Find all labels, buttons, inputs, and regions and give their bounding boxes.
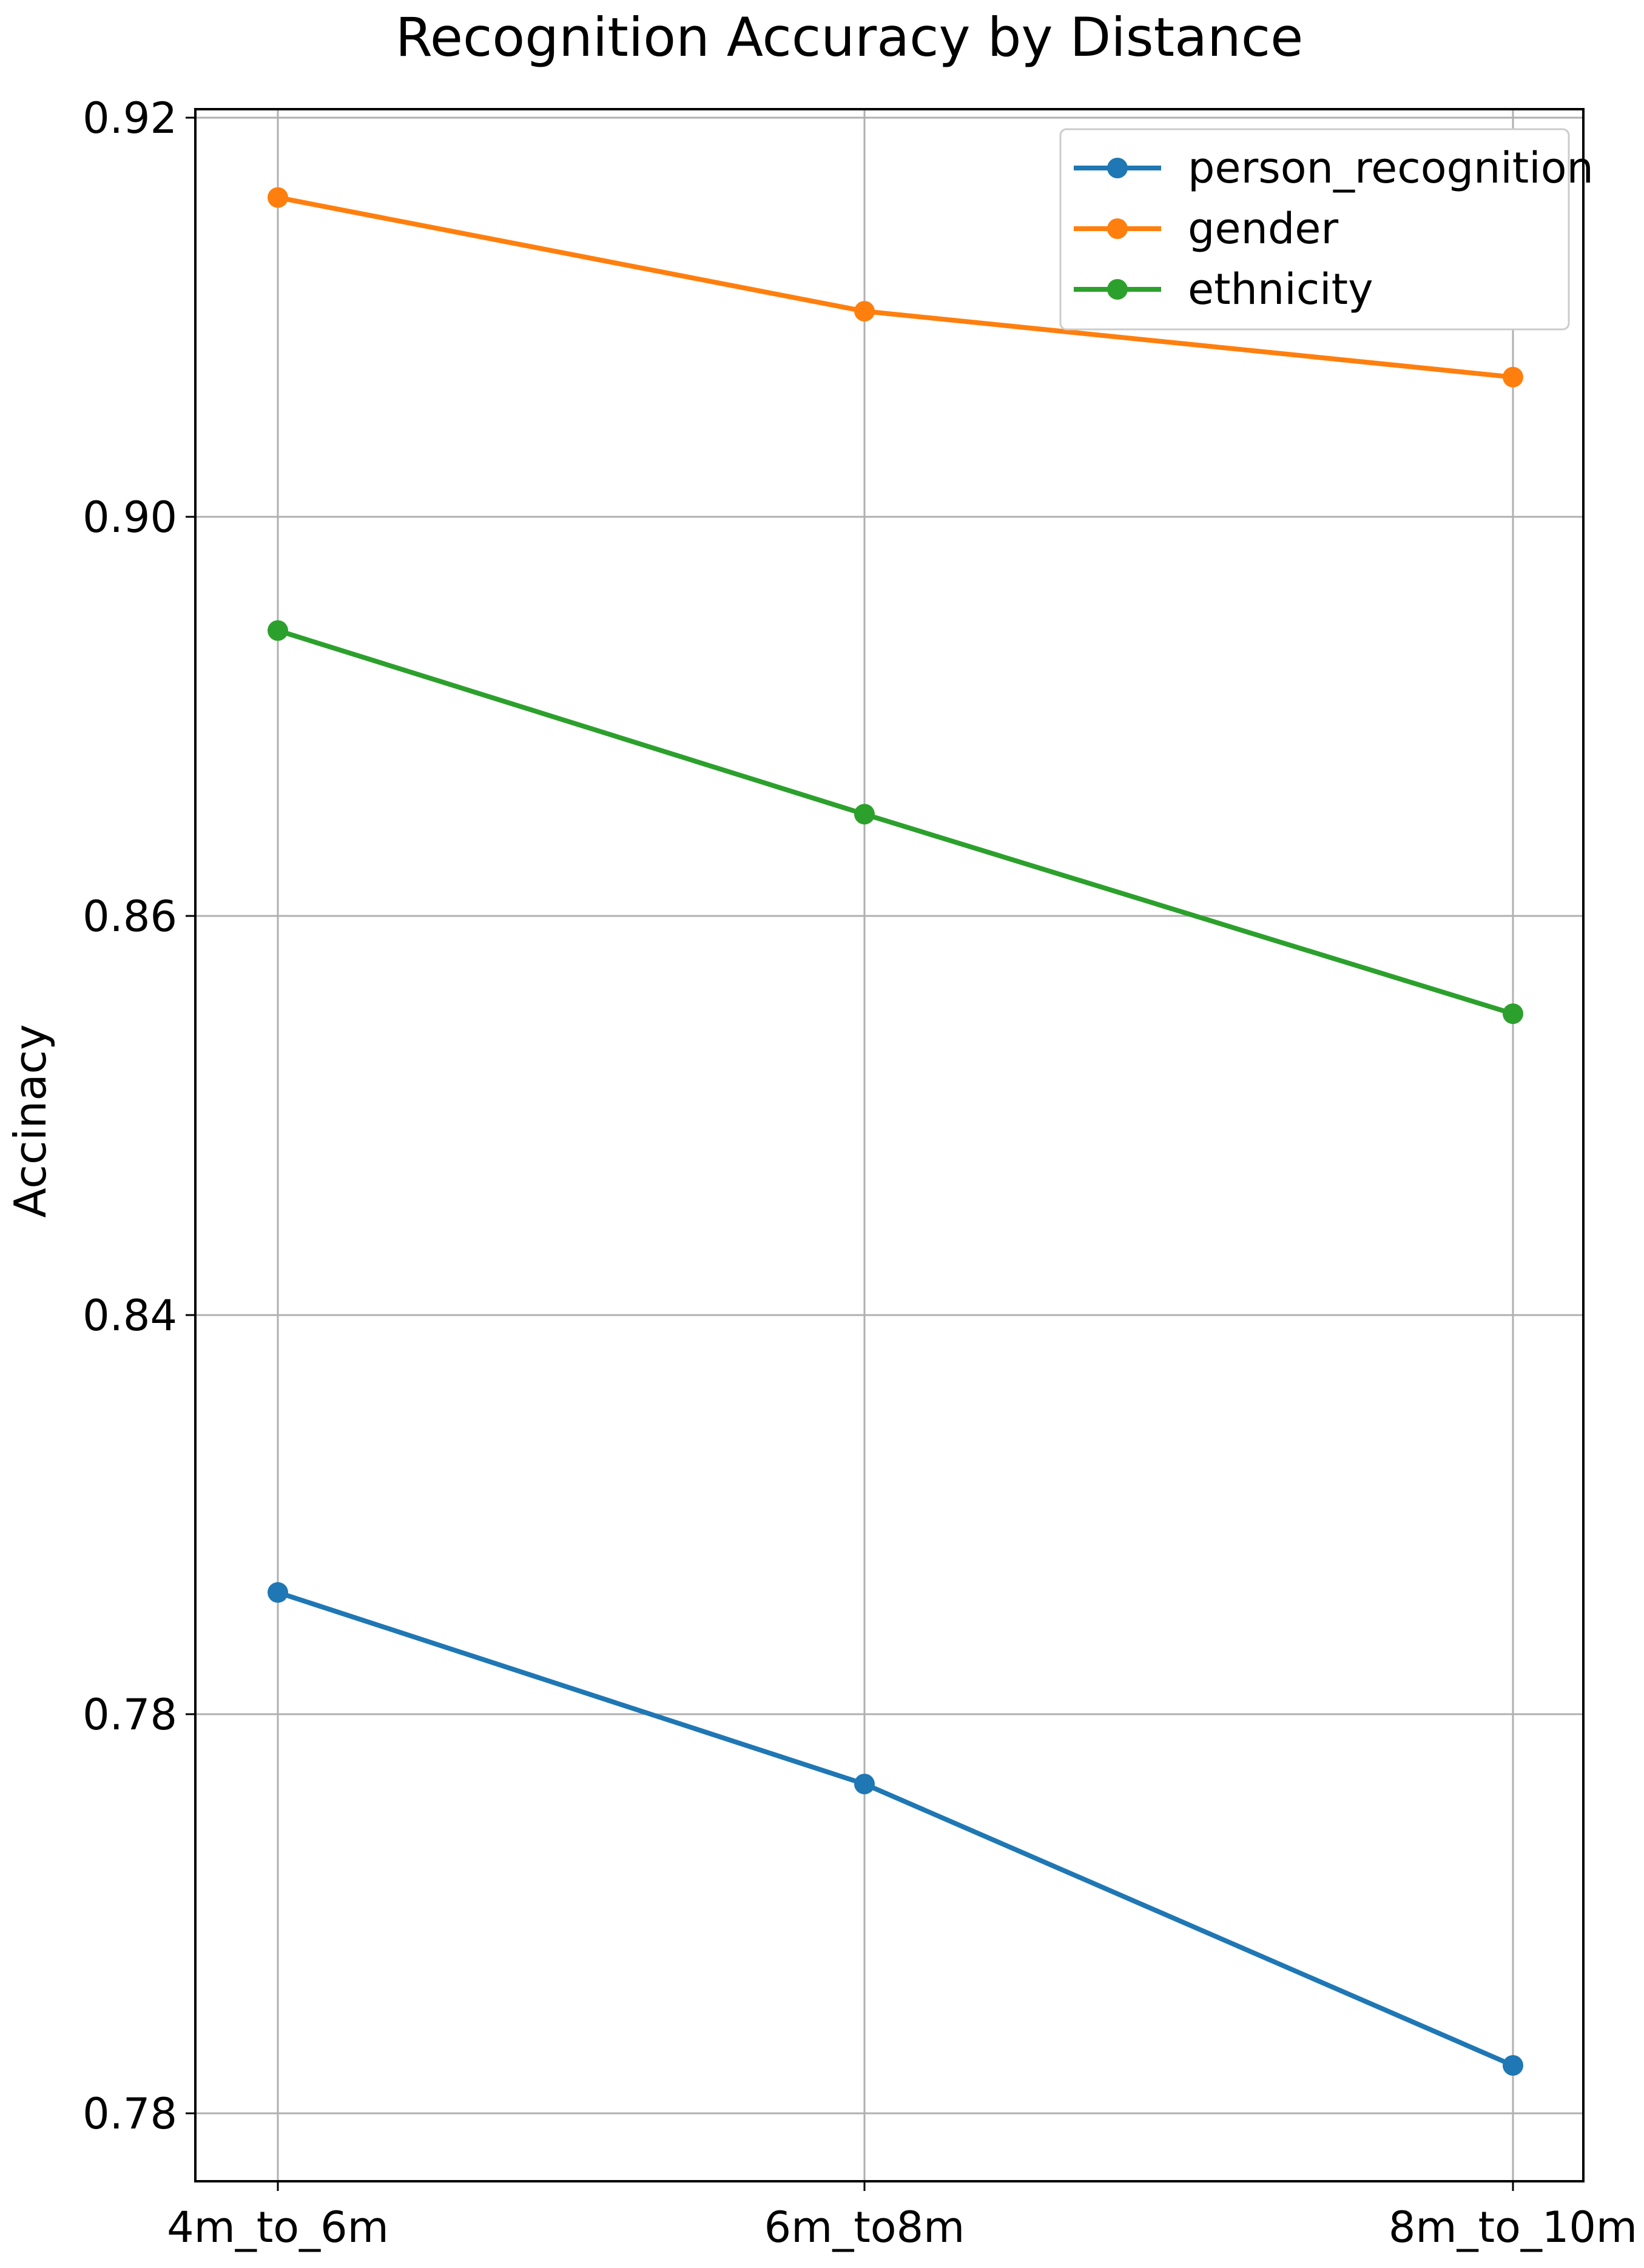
data-point-ethnicity <box>854 804 875 825</box>
data-point-person_recognition <box>1503 2055 1523 2076</box>
data-point-gender <box>1503 366 1523 388</box>
legend-label: person_recognition <box>1188 143 1594 193</box>
y-tick-label: 0.84 <box>83 1291 177 1341</box>
data-point-person_recognition <box>854 1774 875 1795</box>
legend-swatch-marker <box>1107 279 1128 300</box>
legend-swatch-marker <box>1107 218 1128 239</box>
y-tick-label: 0.92 <box>83 93 177 143</box>
axes-layer: 0.92 0.90 0.86 0.84 0.78 0.78 4m_to_6m 6m_to8m 8… <box>83 93 1637 2252</box>
legend-box <box>1059 128 1570 331</box>
data-point-person_recognition <box>268 1582 288 1603</box>
series-line-ethnicity <box>277 628 1514 1017</box>
data-point-ethnicity <box>1503 1003 1523 1025</box>
grid-layer <box>195 109 1583 2181</box>
data-point-ethnicity <box>268 620 288 641</box>
plot-frame <box>194 108 1585 2182</box>
data-point-gender <box>268 187 288 208</box>
legend-swatch-marker <box>1107 158 1128 178</box>
x-tick-label: 6m_to8m <box>764 2202 965 2252</box>
x-tick-label: 4m_to_6m <box>167 2202 389 2252</box>
data-point-gender <box>854 301 875 322</box>
x-tick-label: 8m_to_10m <box>1389 2202 1637 2252</box>
chart-title: Recognition Accuracy by Distance <box>396 6 1304 69</box>
y-tick-label: 0.78 <box>83 2089 177 2139</box>
legend-label: ethnicity <box>1188 264 1373 314</box>
y-axis-label: Accinacy <box>5 1024 56 1217</box>
y-tick-label: 0.78 <box>83 1690 177 1740</box>
series-layer <box>268 187 1523 2076</box>
y-tick-label: 0.90 <box>83 493 177 542</box>
legend-label: gender <box>1188 204 1338 254</box>
y-tick-label: 0.86 <box>83 892 177 941</box>
series-line-person_recognition <box>277 1590 1514 2068</box>
